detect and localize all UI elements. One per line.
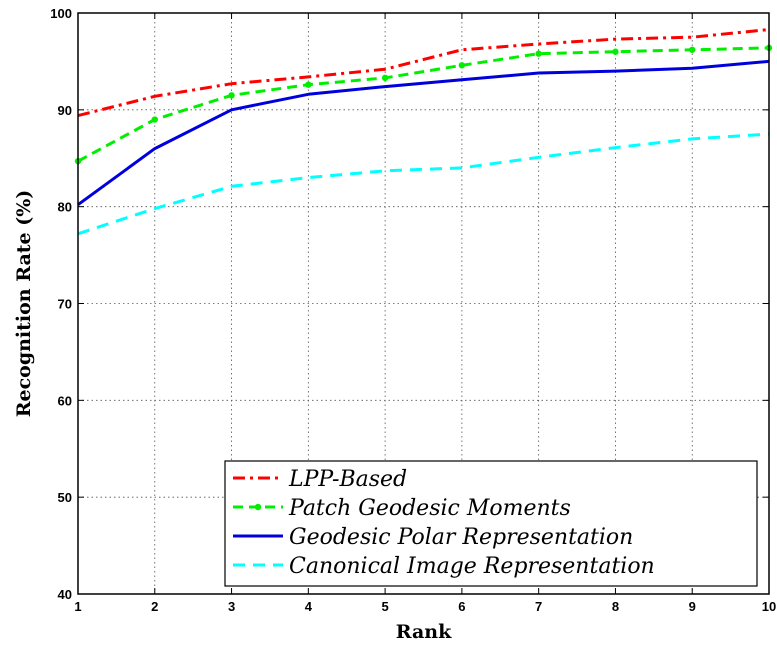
legend-label: Canonical Image Representation [289,554,655,579]
series-line-3 [77,59,770,206]
x-tick-label: 5 [381,599,388,614]
y-tick-label: 50 [58,490,72,505]
data-point [689,46,696,53]
y-tick-label: 90 [58,103,72,118]
x-tick-label: 1 [74,599,81,614]
data-point [612,48,619,55]
axis-ticks: 1 2 3 4 5 6 7 8 9 10 40 50 60 70 80 90 100 [50,6,776,614]
y-tick-label: 100 [50,6,72,21]
y-axis-label: Recognition Rate (%) [13,190,35,418]
x-tick-label: 3 [228,599,235,614]
legend-label: Patch Geodesic Moments [288,496,571,521]
x-tick-label: 4 [305,599,313,614]
series-line-2 [77,46,770,163]
series-lines [74,28,773,236]
x-axis-label: Rank [396,621,452,643]
series-line-4 [77,132,770,236]
data-point [228,92,235,99]
y-tick-label: 70 [58,297,72,312]
x-tick-label: 2 [151,599,158,614]
data-point [381,74,389,82]
x-tick-label: 7 [535,599,542,614]
legend-label: Geodesic Polar Representation [289,525,633,550]
legend-marker [254,503,262,511]
data-point [535,50,542,57]
x-tick-label: 10 [762,599,776,614]
legend-box [224,460,758,587]
legend-label: LPP-Based [288,467,407,492]
data-point [458,62,466,69]
y-tick-label: 60 [58,393,72,408]
data-point [305,81,312,88]
x-tick-label: 9 [689,599,696,614]
legend: LPP-Based Patch Geodesic Moments Geodesic … [224,460,758,587]
data-point [151,116,158,123]
y-tick-label: 40 [58,587,72,602]
y-tick-label: 80 [58,200,72,215]
x-tick-label: 8 [612,599,619,614]
x-tick-label: 6 [458,599,465,614]
series-line-1 [77,28,770,118]
